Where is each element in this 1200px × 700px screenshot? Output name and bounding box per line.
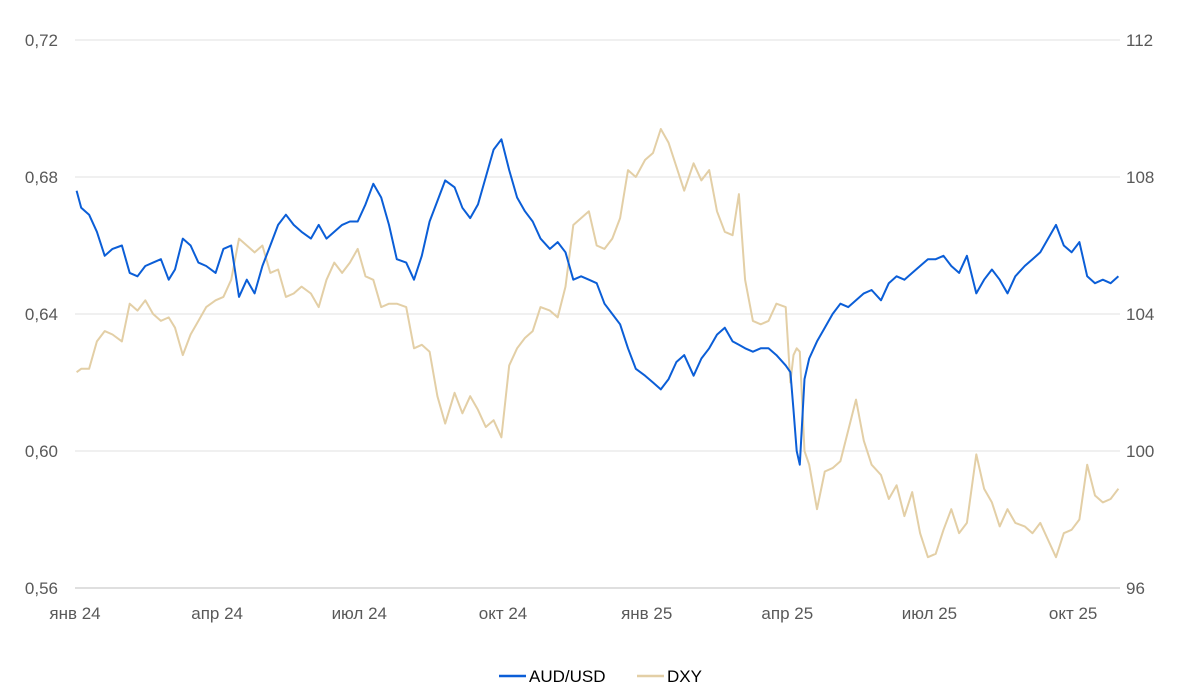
- left-y-axis: 0,56 0,60 0,64 0,68 0,72: [25, 31, 58, 598]
- right-y-tick-label: 104: [1126, 305, 1154, 324]
- x-tick-label: окт 25: [1049, 604, 1098, 623]
- right-y-tick-label: 108: [1126, 168, 1154, 187]
- series-lines: [75, 128, 1120, 559]
- series-line-dxy: [76, 128, 1120, 559]
- left-y-tick-label: 0,72: [25, 31, 58, 50]
- gridlines: [75, 39, 1120, 589]
- series-line-aud-usd: [75, 138, 1120, 466]
- x-tick-label: окт 24: [479, 604, 528, 623]
- legend-item-aud-usd: AUD/USD: [499, 667, 606, 686]
- right-y-tick-label: 100: [1126, 442, 1154, 461]
- right-y-tick-label: 112: [1126, 31, 1153, 50]
- x-tick-label: апр 24: [191, 604, 243, 623]
- x-tick-label: июл 24: [332, 604, 387, 623]
- legend-label-aud-usd: AUD/USD: [529, 667, 606, 686]
- x-tick-label: янв 24: [49, 604, 100, 623]
- legend-label-dxy: DXY: [667, 667, 702, 686]
- legend-item-dxy: DXY: [637, 667, 702, 686]
- x-tick-label: янв 25: [621, 604, 672, 623]
- x-tick-label: апр 25: [761, 604, 813, 623]
- x-tick-label: июл 25: [902, 604, 957, 623]
- legend: AUD/USD DXY: [499, 667, 702, 686]
- right-y-tick-label: 96: [1126, 579, 1145, 598]
- right-y-axis: 96 100 104 108 112: [1126, 31, 1154, 598]
- left-y-tick-label: 0,56: [25, 579, 58, 598]
- left-y-tick-label: 0,64: [25, 305, 58, 324]
- x-axis: янв 24 апр 24 июл 24 окт 24 янв 25 апр 25 июл …: [49, 604, 1097, 623]
- left-y-tick-label: 0,68: [25, 168, 58, 187]
- left-y-tick-label: 0,60: [25, 442, 58, 461]
